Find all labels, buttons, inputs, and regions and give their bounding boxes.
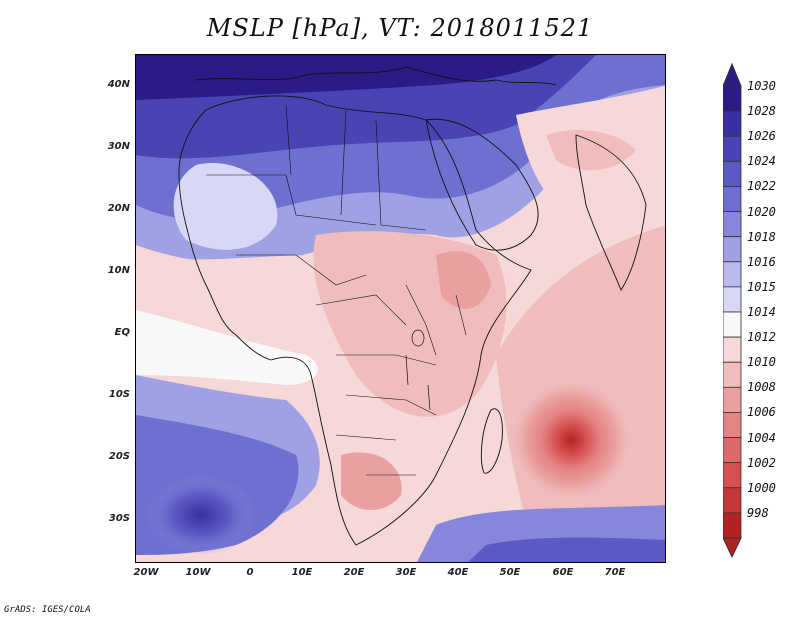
lake-malawi [427, 384, 431, 411]
colorbar-label: 1000 [747, 480, 776, 495]
lon-label: 20W [133, 567, 159, 578]
country-borders [206, 104, 467, 476]
colorbar-label: 1028 [747, 104, 776, 119]
colorbar-label: 1030 [747, 79, 776, 93]
sahara-patch [173, 163, 278, 250]
colorbar-swatch [723, 160, 742, 187]
colorbar-top-arrow [723, 62, 742, 87]
colorbar-swatch [723, 487, 742, 514]
colorbar-swatch [723, 412, 742, 438]
colorbar-label: 1026 [747, 129, 776, 144]
lat-label: 20N [107, 203, 130, 214]
lat-label: 20S [108, 451, 130, 462]
lon-label: 10E [291, 567, 313, 578]
footer-credit: GrADS: IGES/COLA [4, 605, 91, 615]
lat-label: 10N [107, 265, 130, 276]
colorbar-swatch [723, 261, 742, 288]
lon-label: 20E [343, 567, 365, 578]
lat-label: 30N [107, 141, 130, 152]
colorbar-swatch [723, 361, 742, 388]
lat-label: 30S [108, 513, 130, 524]
colorbar-label: 1016 [747, 254, 776, 269]
lon-label: 30E [395, 567, 417, 578]
map-panel [135, 54, 666, 563]
arabia-low [546, 130, 636, 171]
europe-coastline [195, 66, 557, 86]
colorbar-label: 1022 [747, 179, 776, 194]
colorbar-label: 1018 [747, 229, 776, 244]
colorbar-swatch [723, 386, 742, 413]
colorbar-swatch [723, 211, 742, 238]
south-indian-core [468, 537, 665, 562]
lon-label: 50E [499, 567, 521, 578]
colorbar: 1030 1028 1026 1024 1022 1020 1018 1016 1015 1014… [723, 60, 800, 560]
north-high-core [136, 55, 556, 100]
colorbar-swatch [723, 336, 742, 363]
lon-label: 10W [185, 567, 211, 578]
colorbar-label: 1024 [747, 154, 776, 169]
colorbar-swatch [723, 462, 742, 489]
colorbar-swatch [723, 236, 742, 263]
lon-label: 60E [552, 567, 574, 578]
colorbar-swatch [723, 512, 742, 539]
atlantic-white [136, 310, 318, 385]
colorbar-label: 998 [747, 505, 769, 520]
lon-label: 70E [604, 567, 626, 578]
colorbar-strip [723, 62, 742, 559]
lat-label: 40N [107, 79, 130, 90]
colorbar-swatch [723, 311, 742, 338]
south-atlantic-core [146, 475, 256, 555]
colorbar-label: 1008 [747, 380, 776, 395]
kalahari-low [341, 452, 402, 510]
arabia-outline [425, 118, 539, 251]
colorbar-bottom-arrow [723, 537, 742, 559]
colorbar-swatch [723, 186, 742, 212]
colorbar-label: 1012 [747, 330, 776, 345]
lon-label: 40E [447, 567, 469, 578]
madagascar-outline [480, 408, 503, 474]
plot-title: MSLP [hPa], VT: 2018011521 [206, 14, 594, 42]
colorbar-swatch [723, 437, 742, 464]
lake-victoria [411, 329, 425, 347]
africa-coastline [178, 95, 532, 546]
lat-label: 10S [108, 389, 130, 400]
colorbar-label: 1002 [747, 455, 776, 470]
lake-tanganyika [405, 354, 409, 386]
colorbar-label: 1004 [747, 430, 776, 445]
colorbar-swatch [723, 110, 742, 137]
colorbar-swatch [723, 135, 742, 162]
cyclone-low [511, 380, 631, 500]
colorbar-label: 1014 [747, 305, 776, 319]
ethiopia-low [436, 251, 491, 309]
colorbar-swatch [723, 286, 742, 313]
india-outline [575, 134, 647, 291]
colorbar-label: 1006 [747, 405, 776, 420]
colorbar-swatch [723, 85, 742, 112]
mslp-map [136, 55, 665, 562]
colorbar-label: 1020 [747, 204, 776, 219]
lon-label: 0 [246, 567, 254, 578]
colorbar-label: 1010 [747, 355, 776, 370]
colorbar-label: 1015 [747, 279, 776, 294]
lat-label: EQ [114, 327, 130, 338]
